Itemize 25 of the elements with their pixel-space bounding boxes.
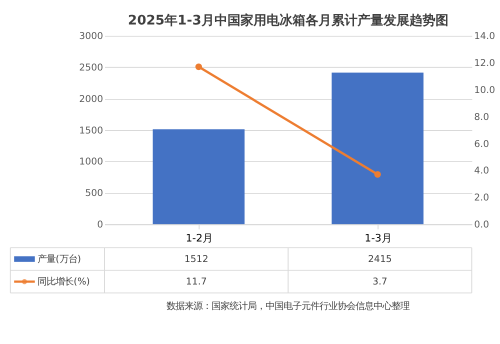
y-tick-label: 2500	[79, 62, 104, 74]
data-label: 11.7	[186, 276, 207, 288]
y-tick-label: 1500	[79, 125, 104, 136]
y2-tick-label: 8.0	[474, 112, 490, 123]
y2-tick-label: 0.0	[474, 219, 490, 230]
data-label: 2415	[368, 254, 392, 265]
x-tick-label: 1-3月	[364, 232, 392, 245]
y2-tick-label: 14.0	[474, 31, 496, 42]
data-label: 1512	[184, 254, 208, 265]
chart-title: 2025年1-3月中国家用电冰箱各月累计产量发展趋势图	[128, 12, 448, 29]
y2-tick-label: 10.0	[474, 84, 496, 96]
x-tick-label: 1-2月	[186, 232, 213, 245]
data-label: 3.7	[372, 276, 388, 288]
y-tick-label: 2000	[79, 94, 104, 105]
y2-tick-label: 6.0	[474, 138, 490, 150]
y2-tick-label: 12.0	[474, 58, 496, 70]
y-tick-label: 0	[97, 219, 104, 230]
y-tick-label: 500	[85, 188, 104, 200]
y2-tick-label: 4.0	[474, 166, 490, 177]
y2-tick-label: 2.0	[474, 192, 490, 204]
source-note: 数据来源：国家统计局，中国电子元件行业协会信息中心整理	[166, 300, 410, 312]
y-tick-label: 3000	[79, 31, 104, 42]
legend-label: 产量(万台)	[38, 254, 82, 265]
legend-label: 同比增长(%)	[38, 276, 90, 288]
y-tick-label: 1000	[79, 156, 104, 168]
